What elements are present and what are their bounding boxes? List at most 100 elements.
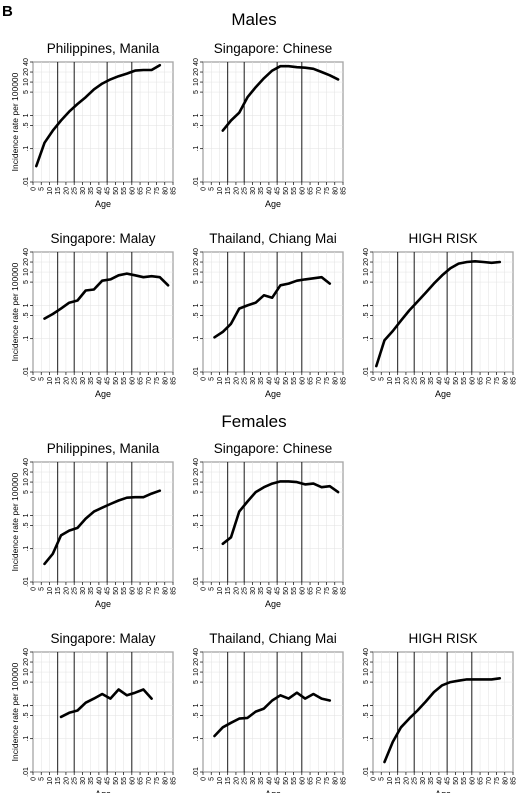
group-title-males: Males	[231, 10, 276, 29]
x-tick-label: 0	[201, 587, 208, 591]
x-tick-label: 80	[502, 777, 509, 785]
x-tick-label: 15	[225, 777, 232, 785]
x-tick-label: 65	[478, 777, 485, 785]
x-tick-label: 55	[291, 377, 298, 385]
x-tick-label: 0	[201, 377, 208, 381]
x-tick-label: 20	[63, 587, 70, 595]
x-tick-label: 20	[233, 587, 240, 595]
x-tick-label: 50	[283, 587, 290, 595]
x-axis-label: Age	[265, 789, 281, 793]
x-tick-label: 20	[63, 187, 70, 195]
x-tick-label: 5	[39, 377, 46, 381]
x-tick-label: 5	[379, 777, 386, 781]
x-tick-label: 60	[299, 777, 306, 785]
x-tick-label: 60	[469, 777, 476, 785]
y-tick-label: .1	[23, 336, 30, 342]
x-tick-label: 25	[242, 377, 249, 385]
x-tick-label: 30	[80, 587, 87, 595]
x-tick-label: 75	[324, 587, 331, 595]
x-tick-label: 85	[171, 187, 178, 195]
series-line	[43, 272, 170, 320]
x-tick-label: 75	[324, 377, 331, 385]
y-tick-label: .01	[193, 577, 200, 587]
x-tick-label: 40	[96, 587, 103, 595]
x-tick-label: 35	[258, 377, 265, 385]
x-tick-label: 10	[217, 187, 224, 195]
y-tick-label: 10	[23, 78, 30, 86]
x-tick-label: 45	[275, 187, 282, 195]
x-tick-label: 60	[129, 587, 136, 595]
y-tick-label: .1	[23, 146, 30, 152]
x-tick-label: 25	[72, 587, 79, 595]
y-tick-label: 20	[363, 258, 370, 266]
y-tick-label: 5	[193, 90, 200, 94]
plot-frame	[32, 651, 174, 773]
x-tick-label: 15	[55, 777, 62, 785]
y-tick-label: .01	[193, 767, 200, 777]
y-tick-label: 10	[193, 668, 200, 676]
x-tick-label: 65	[308, 377, 315, 385]
x-tick-label: 15	[225, 187, 232, 195]
x-tick-label: 10	[387, 377, 394, 385]
y-tick-label: 5	[363, 280, 370, 284]
x-tick-label: 15	[55, 587, 62, 595]
y-tick-label: 10	[193, 268, 200, 276]
y-tick-label: .01	[23, 367, 30, 377]
x-tick-label: 0	[31, 377, 38, 381]
y-tick-label: 1	[23, 113, 30, 117]
x-tick-label: 25	[412, 377, 419, 385]
y-tick-label: 40	[363, 648, 370, 656]
x-tick-label: 10	[47, 187, 54, 195]
x-tick-label: 40	[436, 377, 443, 385]
y-tick-label: .01	[193, 177, 200, 187]
y-axis-label: Incidence rate per 100000	[10, 72, 20, 171]
x-tick-label: 40	[96, 187, 103, 195]
x-tick-label: 25	[72, 187, 79, 195]
y-tick-label: .01	[23, 767, 30, 777]
x-tick-label: 0	[31, 777, 38, 781]
y-tick-label: 1	[23, 303, 30, 307]
series-line	[34, 63, 162, 168]
series-line	[221, 64, 340, 132]
x-tick-label: 35	[258, 587, 265, 595]
x-tick-label: 80	[162, 777, 169, 785]
y-tick-label: .01	[363, 767, 370, 777]
x-tick-label: 40	[266, 587, 273, 595]
x-tick-label: 80	[332, 777, 339, 785]
x-tick-label: 0	[371, 377, 378, 381]
y-tick-label: 10	[363, 668, 370, 676]
x-axis-label: Age	[435, 789, 451, 793]
x-axis-label: Age	[435, 389, 451, 399]
y-tick-label: .1	[193, 146, 200, 152]
x-tick-label: 55	[461, 377, 468, 385]
plot-frame	[372, 651, 514, 773]
y-tick-label: .01	[23, 577, 30, 587]
y-tick-label: 5	[193, 490, 200, 494]
x-tick-label: 55	[291, 187, 298, 195]
x-tick-label: 45	[105, 777, 112, 785]
series-line	[213, 691, 332, 738]
y-tick-label: .5	[193, 712, 200, 718]
group-title-females: Females	[221, 412, 286, 431]
plot-frame	[202, 651, 344, 773]
x-tick-label: 50	[113, 187, 120, 195]
x-tick-label: 15	[395, 777, 402, 785]
x-tick-label: 35	[258, 187, 265, 195]
y-tick-label: 5	[363, 680, 370, 684]
x-tick-label: 80	[162, 587, 169, 595]
y-tick-label: .01	[363, 367, 370, 377]
x-tick-label: 85	[171, 777, 178, 785]
plot-frame	[372, 251, 514, 373]
x-tick-label: 20	[233, 377, 240, 385]
y-axis-label: Incidence rate per 100000	[10, 662, 20, 761]
x-tick-label: 40	[266, 777, 273, 785]
y-tick-label: 5	[23, 490, 30, 494]
y-tick-label: 20	[23, 658, 30, 666]
x-tick-label: 25	[72, 377, 79, 385]
x-tick-label: 10	[47, 777, 54, 785]
y-tick-label: 40	[193, 58, 200, 66]
